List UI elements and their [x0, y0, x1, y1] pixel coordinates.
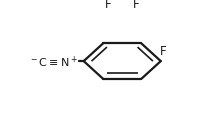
Text: F: F — [105, 0, 112, 10]
Text: F: F — [160, 44, 167, 57]
Text: F: F — [133, 0, 139, 10]
Text: $\mathregular{^-}$C$\mathregular{\equiv}$N$\mathregular{^+}$: $\mathregular{^-}$C$\mathregular{\equiv}… — [29, 54, 78, 69]
